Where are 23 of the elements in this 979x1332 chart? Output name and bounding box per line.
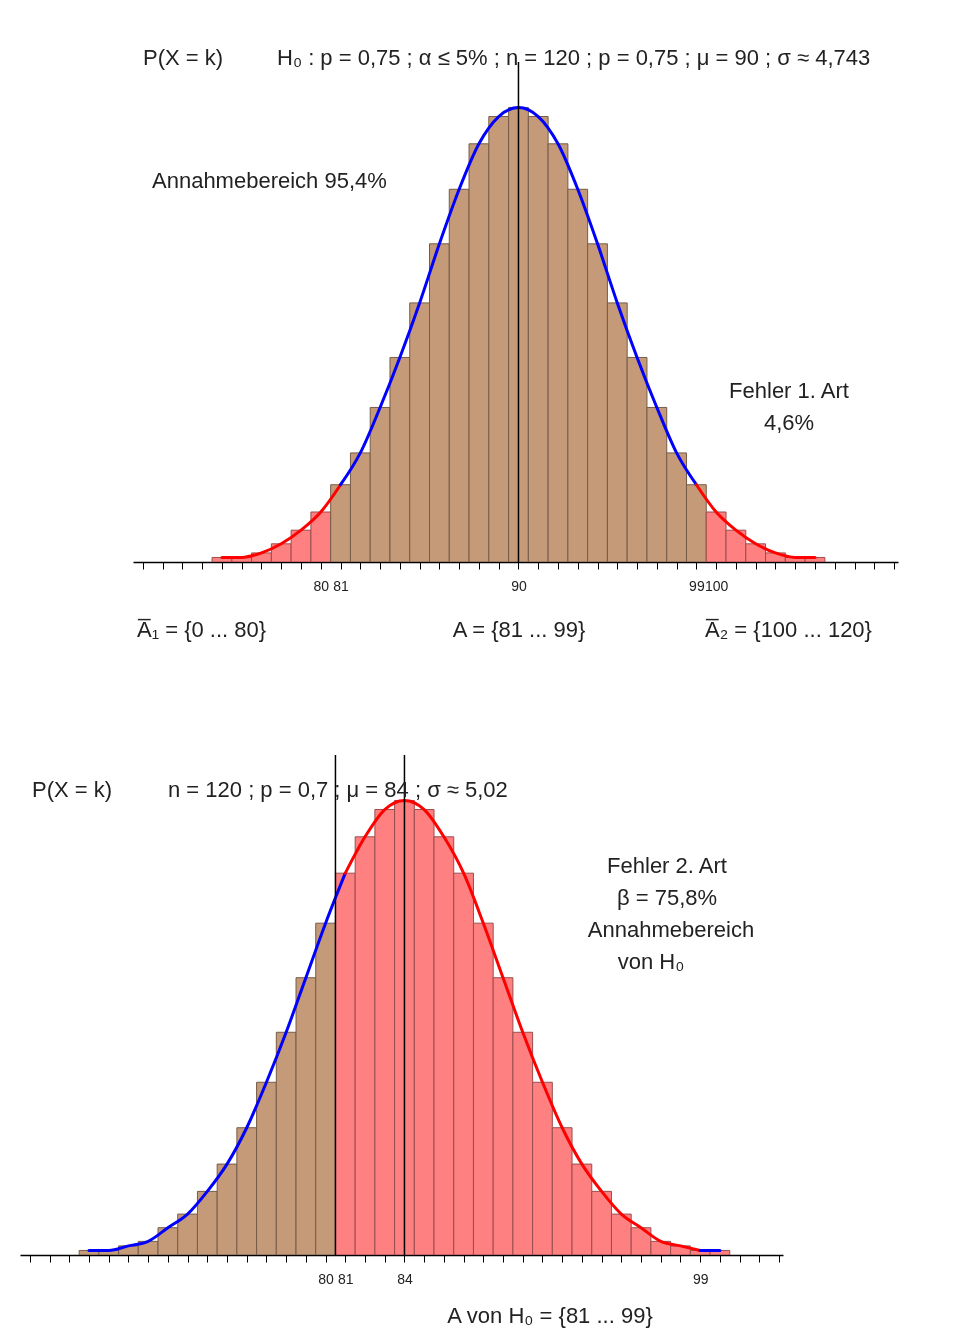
x-tick-label: 90 [511, 577, 527, 594]
annotation: Fehler 2. Art [607, 853, 727, 878]
x-tick-label: 80 [313, 577, 330, 594]
annotation: Annahmebereich 95,4% [152, 168, 387, 193]
annotation: β = 75,8% [616, 885, 718, 910]
text: A von H₀ = {81 ... 99} [447, 1303, 653, 1328]
x-tick-label: 81 [338, 1270, 354, 1287]
x-tick-label: 81 [333, 577, 350, 594]
chart-title: P(X = k) [32, 777, 113, 802]
x-tick-label: 84 [397, 1270, 413, 1287]
x-tick-label: 80 [318, 1270, 335, 1287]
text: A̅₁ = {0 ... 80} [137, 617, 267, 642]
x-tick-label: 100 [704, 577, 729, 594]
annotation: Fehler 1. Art [729, 378, 849, 403]
x-tick-label: 99 [689, 577, 705, 594]
text: A = {81 ... 99} [452, 617, 586, 642]
annotation: von H₀ [617, 949, 685, 974]
annotation: 4,6% [763, 410, 815, 435]
chart-subtitle: H₀ : p = 0,75 ; α ≤ 5% ; n = 120 ; p = 0,75 ; μ = 90 ; σ ≈ 4,743 [277, 45, 871, 70]
x-tick-label: 99 [692, 1270, 709, 1287]
annotation: Annahmebereich [587, 917, 755, 942]
text: A̅₂ = {100 ... 120} [705, 617, 872, 642]
chart-title: P(X = k) [143, 45, 224, 70]
